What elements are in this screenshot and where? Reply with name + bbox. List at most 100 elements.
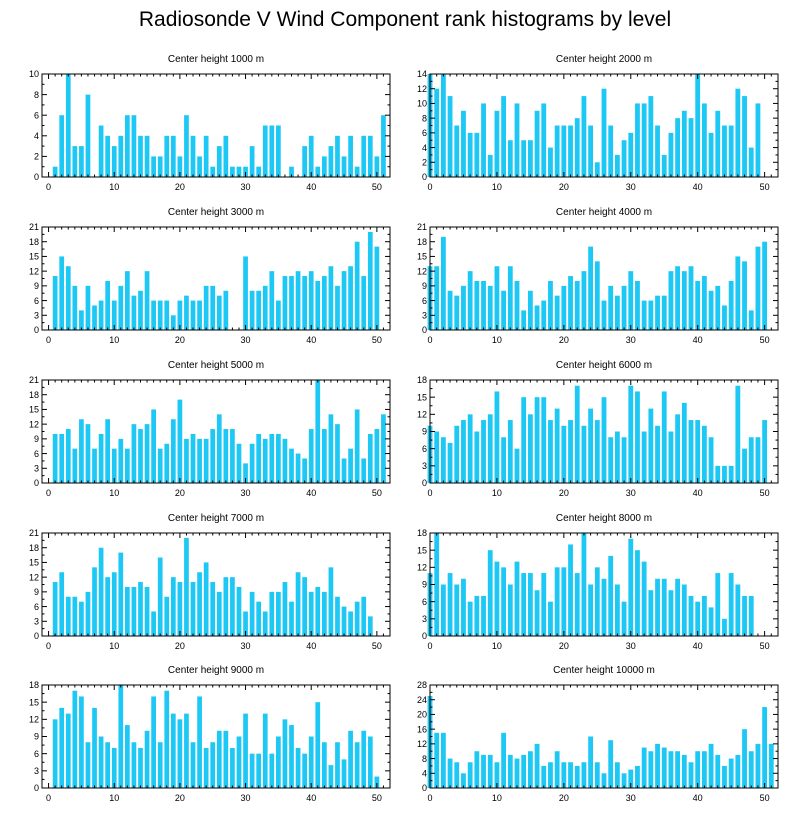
histogram-bar	[308, 135, 314, 177]
x-tick-label: 40	[306, 488, 316, 498]
histogram-bar	[210, 166, 216, 177]
histogram-bar	[688, 266, 694, 330]
x-tick-label: 40	[693, 488, 703, 498]
y-tick-label: 0	[34, 172, 39, 182]
x-tick-label: 50	[760, 182, 770, 192]
y-tick-label: 18	[417, 237, 427, 247]
histogram-bar	[688, 420, 694, 483]
histogram-bar	[190, 135, 196, 177]
histogram-bar	[628, 769, 634, 788]
histogram-bar	[527, 140, 533, 177]
histogram-bar	[374, 776, 380, 788]
y-tick-label: 12	[29, 715, 39, 725]
x-tick-label: 30	[626, 488, 636, 498]
histogram-bar	[52, 433, 58, 483]
histogram-bar	[461, 773, 466, 788]
histogram-bar	[216, 295, 222, 330]
histogram-bar	[85, 94, 91, 177]
histogram-bar	[594, 261, 600, 330]
histogram-bar	[72, 690, 78, 788]
histogram-bar	[628, 271, 634, 330]
x-tick-label: 20	[175, 182, 185, 192]
histogram-bar	[494, 762, 500, 788]
histogram-bar	[230, 577, 235, 636]
histogram-bar	[561, 285, 567, 330]
histogram-bar	[111, 300, 117, 330]
x-tick-label: 30	[626, 641, 636, 651]
histogram-bar	[554, 295, 560, 330]
histogram-bar	[514, 103, 520, 177]
histogram-bar	[501, 567, 507, 636]
histogram-bar	[635, 550, 640, 636]
histogram-bar	[708, 607, 714, 636]
histogram-bar	[269, 125, 275, 177]
histogram-bar	[276, 591, 281, 636]
histogram-bar	[92, 448, 97, 483]
x-tick-label: 40	[306, 182, 316, 192]
histogram-bar	[454, 762, 460, 788]
x-tick-label: 0	[427, 641, 432, 651]
histogram-bar	[681, 110, 687, 177]
histogram-bar	[197, 156, 202, 177]
histogram-bar	[440, 584, 446, 636]
histogram-bar	[361, 458, 367, 483]
histogram-bar	[487, 550, 493, 636]
histogram-bar	[474, 280, 480, 330]
histogram-bar	[762, 420, 768, 483]
x-tick-label: 0	[427, 335, 432, 345]
y-tick-label: 12	[29, 572, 39, 582]
histogram-bar	[302, 146, 308, 177]
histogram-bar	[434, 533, 440, 636]
y-tick-label: 8	[422, 113, 427, 123]
panel-title: Center height 2000 m	[556, 54, 652, 65]
histogram-bar	[481, 595, 486, 636]
histogram-bar	[681, 402, 687, 483]
y-tick-label: 12	[29, 419, 39, 429]
histogram-bar	[223, 429, 229, 483]
histogram-bar	[728, 758, 734, 788]
y-tick-label: 9	[34, 587, 39, 597]
histogram-bar	[157, 742, 163, 788]
histogram-bar	[735, 256, 741, 330]
y-tick-label: 6	[422, 597, 427, 607]
histogram-bar	[151, 156, 156, 177]
histogram-bar	[381, 115, 386, 177]
histogram-panel-1: Center height 1000 m 0 10 20 30 40 50 0 2 4 6 8 10	[29, 54, 391, 192]
histogram-bar	[454, 584, 460, 636]
x-tick-label: 10	[109, 641, 119, 651]
histogram-bar	[144, 730, 150, 788]
histogram-bar	[655, 578, 660, 636]
histogram-bar	[65, 429, 71, 483]
y-tick-label: 21	[29, 375, 39, 385]
histogram-bar	[177, 156, 183, 177]
histogram-bar	[289, 276, 294, 330]
panel-title: Center height 4000 m	[556, 207, 652, 218]
histogram-bar	[105, 135, 111, 177]
histogram-bar	[65, 74, 71, 177]
y-tick-label: 3	[34, 616, 39, 626]
histogram-bar	[341, 606, 347, 636]
histogram-bar	[52, 166, 58, 177]
histogram-bar	[276, 300, 281, 330]
histogram-bar	[447, 290, 453, 330]
histogram-bar	[581, 762, 587, 788]
histogram-bar	[661, 578, 667, 636]
histogram-bar	[197, 572, 202, 636]
histogram-bar	[184, 537, 189, 636]
histogram-bar	[105, 280, 111, 330]
histogram-bar	[661, 391, 667, 483]
y-tick-label: 15	[29, 252, 39, 262]
histogram-bar	[695, 751, 701, 788]
histogram-bar	[715, 285, 721, 330]
histogram-bar	[374, 429, 380, 483]
histogram-bar	[715, 465, 721, 483]
histogram-bar	[635, 765, 640, 788]
histogram-bar	[440, 236, 446, 330]
histogram-bar	[367, 736, 373, 788]
x-tick-label: 0	[427, 488, 432, 498]
histogram-bar	[308, 736, 314, 788]
histogram-bar	[151, 300, 156, 330]
histogram-bar	[308, 591, 314, 636]
histogram-bar	[614, 584, 620, 636]
histogram-bar	[262, 125, 268, 177]
